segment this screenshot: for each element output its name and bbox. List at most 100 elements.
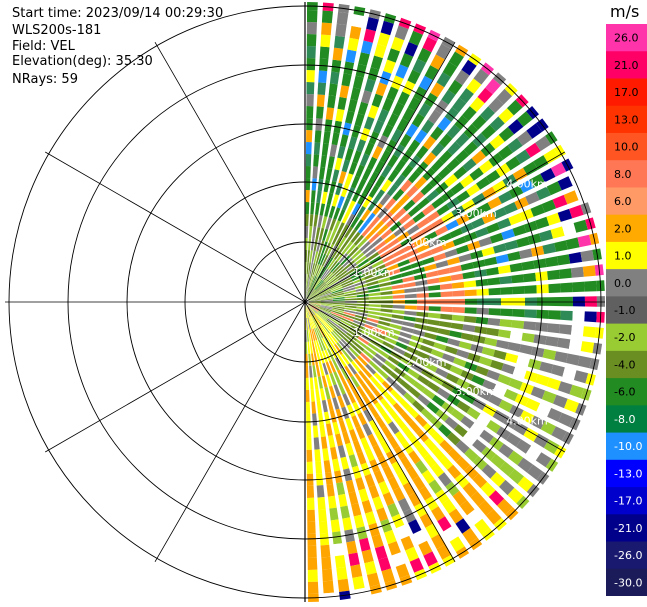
ray-gate <box>562 367 577 380</box>
ray-gate <box>347 200 356 213</box>
ray-gate <box>313 278 321 289</box>
ray-gate <box>464 448 479 463</box>
ray-gate <box>346 378 356 391</box>
ray-gate <box>340 319 352 327</box>
ray-gate <box>389 221 402 232</box>
ray-gate <box>546 377 561 391</box>
ray-gate <box>374 402 386 415</box>
ray-gate <box>306 274 308 287</box>
ray-gate <box>371 259 384 269</box>
ray-gate <box>346 186 356 200</box>
ray-gate <box>319 291 332 297</box>
ray-gate <box>512 224 527 237</box>
ray-gate <box>357 192 367 205</box>
ray-gate <box>439 455 454 470</box>
ray-gate <box>424 496 439 511</box>
ray-gate <box>320 304 333 307</box>
ray-gate <box>319 532 330 546</box>
ray-gate <box>493 384 508 397</box>
ray-gate <box>321 323 331 334</box>
ray-gate <box>431 218 445 229</box>
ray-gate <box>397 231 410 242</box>
ray-gate <box>319 46 330 60</box>
ray-gate <box>319 227 325 241</box>
ray-gate <box>307 304 317 314</box>
ray-gate <box>317 283 327 292</box>
azimuth-spoke <box>154 41 306 303</box>
ray-gate <box>324 272 334 283</box>
ray-gate <box>365 212 376 225</box>
ray-gate <box>351 344 362 355</box>
ray-gate <box>365 276 378 283</box>
ray-gate <box>341 317 353 325</box>
ray-gate <box>480 142 496 157</box>
ray-gate <box>326 275 337 285</box>
azimuth-spoke <box>304 301 565 453</box>
ray-gate <box>369 419 380 433</box>
ray-gate <box>350 216 360 229</box>
colorbar-tick-label: -8.0 <box>614 413 635 426</box>
ray-gate <box>350 87 361 101</box>
ray-gate <box>499 479 515 496</box>
ray-gate <box>385 393 397 406</box>
ray-gate <box>402 276 415 283</box>
ray-gate <box>519 179 534 193</box>
ray-gate <box>498 108 514 124</box>
ray-gate <box>327 495 337 509</box>
ray-gate <box>359 262 372 271</box>
ray-gate <box>320 324 329 336</box>
ray-gate <box>306 46 316 59</box>
ray-gate <box>566 353 580 366</box>
ray-gate <box>306 401 311 414</box>
ray-gate <box>349 429 358 442</box>
ray-gate <box>431 394 446 407</box>
colorbar-swatch <box>606 487 647 515</box>
ray-gate <box>406 185 419 198</box>
ray-gate <box>372 388 384 401</box>
ray-gate <box>340 456 350 470</box>
ray-gate <box>402 321 415 328</box>
ray-gate <box>412 400 425 413</box>
ray-gate <box>536 186 551 200</box>
ray-gate <box>490 471 506 487</box>
ray-gate <box>379 312 393 318</box>
ray-gate <box>327 258 336 270</box>
ray-gate <box>314 130 322 143</box>
ray-gate <box>330 446 338 460</box>
ray-gate <box>455 149 469 164</box>
ray-gate <box>310 202 315 215</box>
ray-gate <box>425 523 440 539</box>
ray-gate <box>392 102 405 117</box>
ray-gate <box>384 233 396 244</box>
ray-gate <box>337 236 347 249</box>
ray-gate <box>391 461 404 475</box>
ray-gate <box>316 313 325 323</box>
ray-gate <box>306 286 311 299</box>
ray-gate <box>386 263 399 272</box>
ray-gate <box>387 476 400 491</box>
ray-gate <box>344 303 357 306</box>
ray-gate <box>561 296 573 307</box>
ray-gate <box>359 153 370 167</box>
ray-gate <box>508 185 524 199</box>
ray-gate <box>407 69 421 85</box>
ray-gate <box>379 316 392 322</box>
ray-gate <box>445 373 460 384</box>
ray-gate <box>442 498 457 514</box>
ray-gate <box>315 364 321 377</box>
ray-gate <box>428 292 441 298</box>
colorbar-swatch <box>606 541 647 570</box>
ray-gate <box>306 142 312 155</box>
ray-gate <box>321 254 329 267</box>
ray-gate <box>381 380 394 393</box>
ray-gate <box>319 289 331 296</box>
ray-gate <box>514 393 530 407</box>
ray-gate <box>388 328 401 335</box>
ray-gate <box>307 533 317 546</box>
ray-gate <box>330 284 342 291</box>
ray-gate <box>376 272 389 280</box>
ray-gate <box>337 578 350 592</box>
ray-gate <box>460 332 474 342</box>
ray-gate <box>336 482 346 496</box>
ray-gate <box>337 209 346 222</box>
